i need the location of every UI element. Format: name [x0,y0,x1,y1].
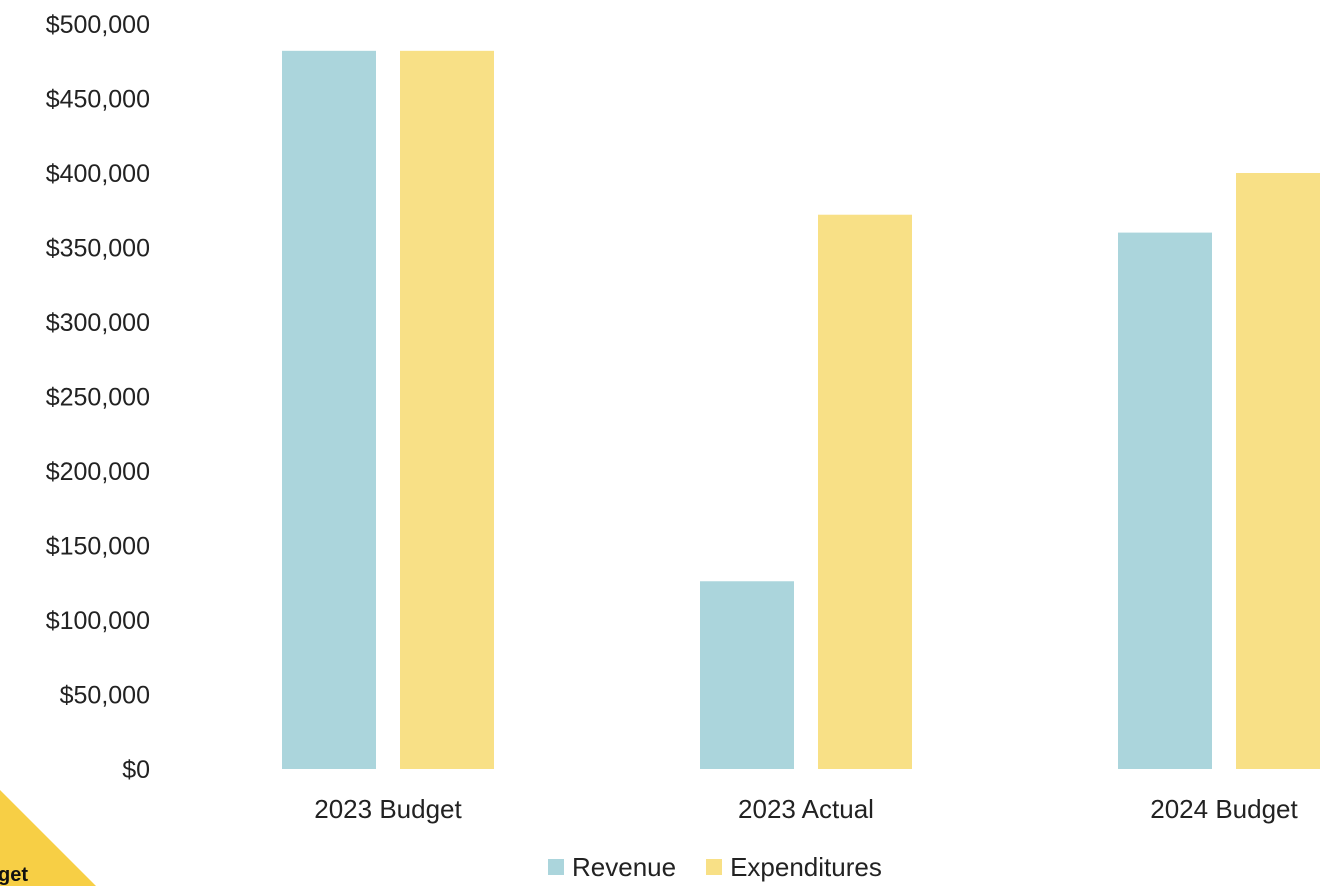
x-tick-label: 2023 Actual [738,794,874,824]
x-tick-label: 2024 Budget [1150,794,1298,824]
bars [282,50,1320,770]
y-axis: $0 $50,000 $100,000 $150,000 $200,000 $250,00… [46,11,150,784]
y-tick-label: $500,000 [46,11,150,39]
bar-expenditures-3 [1236,173,1320,769]
y-tick-label: $200,000 [46,458,150,486]
y-tick-label: $50,000 [60,682,150,710]
x-axis: 2023 Budget 2023 Actual 2024 Budget [314,794,1298,824]
bar-expenditures-1 [400,50,494,769]
legend-label-expenditures: Expenditures [730,851,882,882]
legend-item-revenue: Revenue [548,852,676,883]
y-tick-label: $400,000 [46,160,150,188]
y-tick-label: $0 [122,756,150,784]
bar-expenditures-2 [818,214,912,770]
x-tick-label: 2023 Budget [314,794,462,824]
y-tick-label: $250,000 [46,384,150,412]
bar-revenue-1 [282,50,376,769]
corner-badge-text: get [0,864,28,886]
expenditures-swatch [706,859,723,875]
bar-revenue-3 [1118,232,1212,770]
bar-revenue-2 [700,581,794,769]
corner-badge: get [0,790,96,886]
y-tick-label: $150,000 [46,533,150,561]
legend: Revenue Expenditures [548,852,882,882]
corner-triangle [0,790,96,886]
y-tick-label: $100,000 [46,607,150,635]
revenue-swatch [548,859,564,875]
legend-label-revenue: Revenue [572,851,677,882]
y-tick-label: $350,000 [46,235,150,263]
y-tick-label: $300,000 [46,309,150,337]
y-tick-label: $450,000 [46,86,150,114]
legend-item-expenditures: Expenditures [706,852,882,883]
